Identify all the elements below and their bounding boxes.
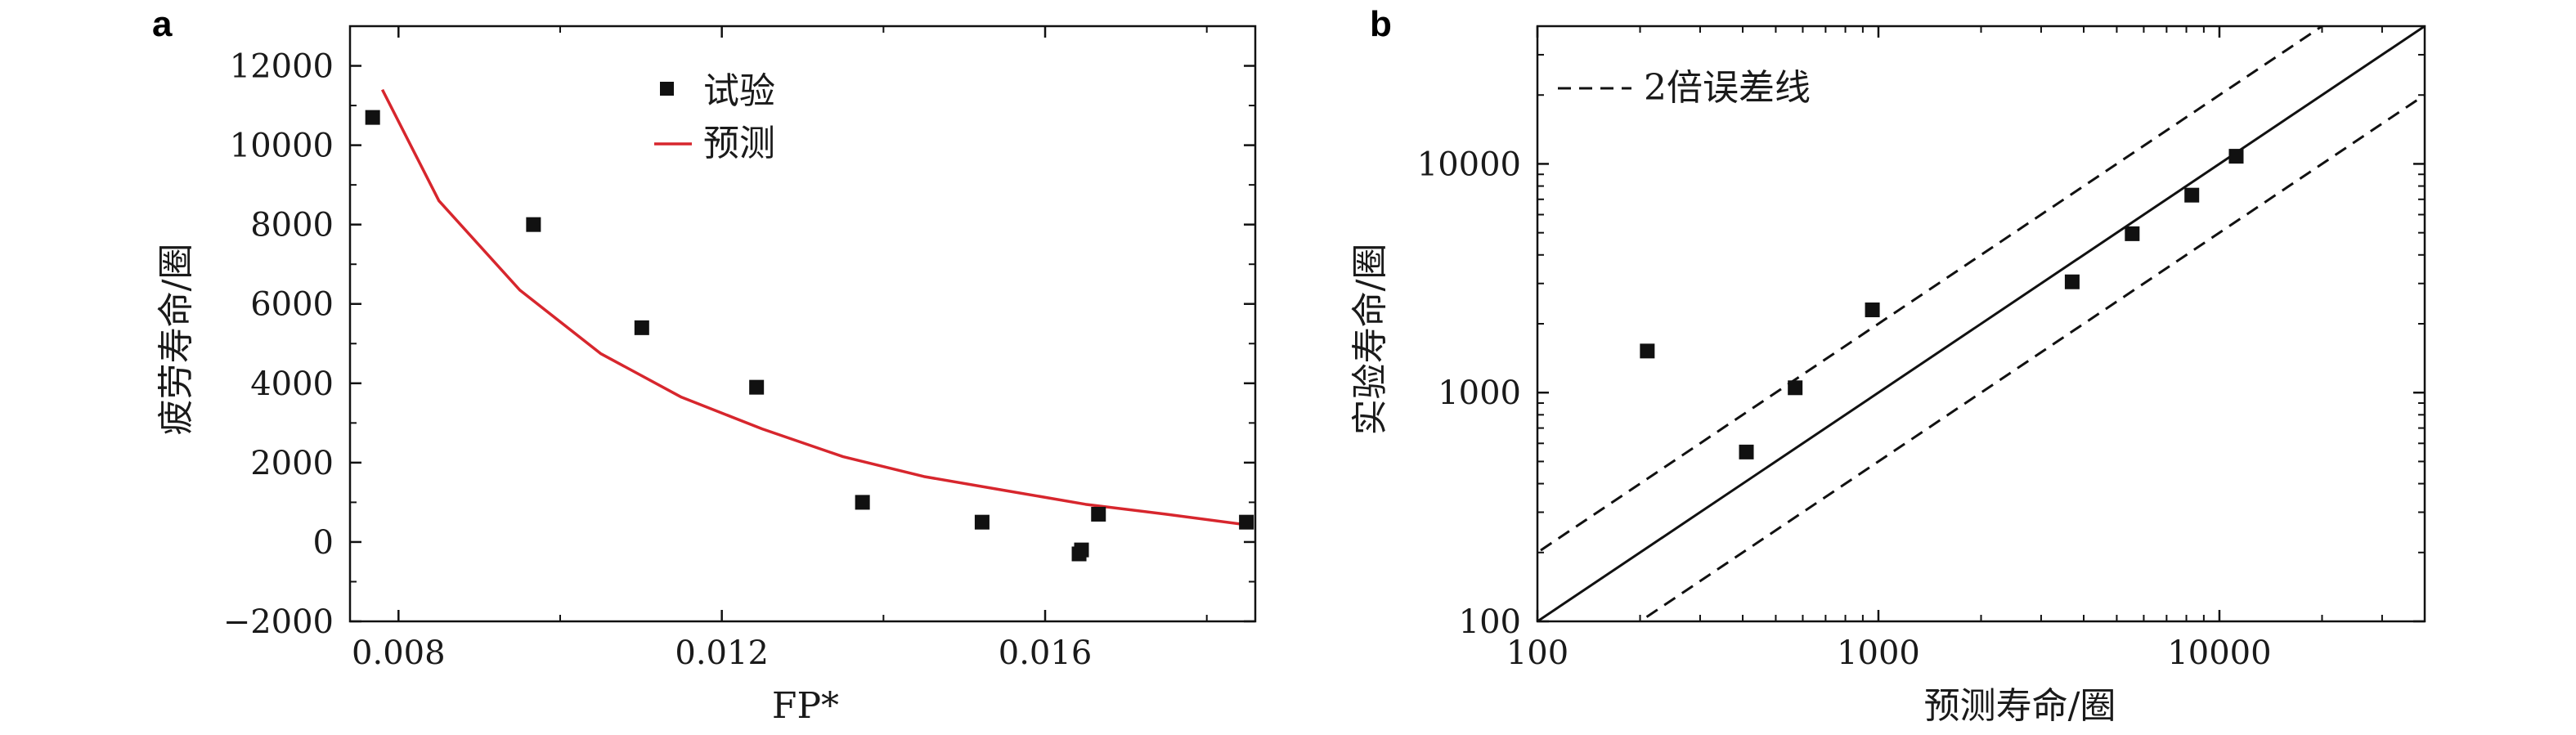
experiment-point [855, 495, 870, 510]
data-point [2228, 149, 2244, 164]
y-tick-label: 10000 [230, 128, 334, 165]
panel-b-legend: 2倍误差线 [1558, 67, 1811, 109]
x-tick-label: 100 [1506, 634, 1568, 672]
panel-a-x-axis-title: FP* [772, 685, 839, 727]
panel-b-plot-area [1536, 25, 2426, 623]
panel-a-y-axis-title: 疲劳寿命/圈 [155, 244, 197, 436]
y-tick-label: 10000 [1417, 146, 1521, 183]
x-tick-label: 0.008 [352, 634, 446, 672]
x-tick-label: 0.016 [999, 634, 1093, 672]
panel-a-y-axis: −2000 0 2000 4000 6000 8000 10000 12000 [223, 25, 1255, 641]
legend-marker-square [660, 82, 674, 96]
data-point [1788, 380, 1803, 396]
prediction-line [380, 88, 1248, 527]
error-band-line [1637, 93, 2425, 621]
experiment-point [1074, 542, 1089, 558]
data-point [1865, 303, 1880, 318]
panel-a-letter: a [152, 4, 173, 44]
data-point [1640, 343, 1655, 359]
panel-b-x-axis: 100 1000 10000 [1506, 26, 2426, 672]
panel-a: a 0.008 0.012 0.016 −2000 0 2000 4000 6000 8000… [152, 4, 1257, 727]
panel-b-letter: b [1370, 4, 1392, 44]
y-tick-label: 6000 [250, 286, 334, 324]
legend-label-prediction: 预测 [703, 123, 775, 164]
y-tick-label: 12000 [230, 48, 334, 86]
x-tick-label: 1000 [1837, 634, 1920, 672]
identity-line [1537, 26, 2425, 621]
y-tick-label: −2000 [223, 603, 334, 641]
experiment-point [365, 110, 380, 125]
experiment-point [749, 379, 765, 395]
data-point [1739, 444, 1754, 459]
panel-a-legend: 试验 预测 [654, 70, 775, 164]
experiment-point [634, 320, 649, 335]
data-point [2064, 274, 2080, 289]
panel-a-frame [348, 25, 1257, 623]
error-band-line [1537, 26, 2325, 554]
panel-b-y-axis-title: 实验寿命/圈 [1349, 244, 1391, 436]
reference-lines [1537, 26, 2425, 621]
experiment-point [974, 514, 990, 530]
experiment-point [1239, 514, 1254, 530]
y-tick-label: 8000 [250, 207, 334, 244]
panel-b: b 100 1000 10000 100 1000 10000 预测寿命/圈 实验寿命/… [1349, 4, 2426, 727]
panel-a-x-axis: 0.008 0.012 0.016 [352, 26, 1208, 672]
experiment-point [526, 217, 541, 232]
panel-a-plot-area [348, 25, 1257, 623]
panel-b-x-axis-title: 预测寿命/圈 [1924, 685, 2116, 727]
legend-label-experiment: 试验 [703, 70, 775, 112]
y-tick-label: 4000 [250, 365, 334, 403]
data-point [2125, 226, 2140, 241]
y-tick-label: 0 [313, 524, 334, 562]
experiment-point [1091, 506, 1106, 522]
x-tick-label: 0.012 [675, 634, 769, 672]
y-tick-label: 2000 [250, 445, 334, 482]
x-tick-label: 10000 [2167, 634, 2271, 672]
y-tick-label: 100 [1459, 603, 1521, 641]
panel-b-y-axis: 100 1000 10000 [1417, 25, 2425, 641]
y-tick-label: 1000 [1438, 374, 1521, 412]
legend-label-error-band: 2倍误差线 [1644, 67, 1811, 109]
data-point [2184, 187, 2200, 203]
